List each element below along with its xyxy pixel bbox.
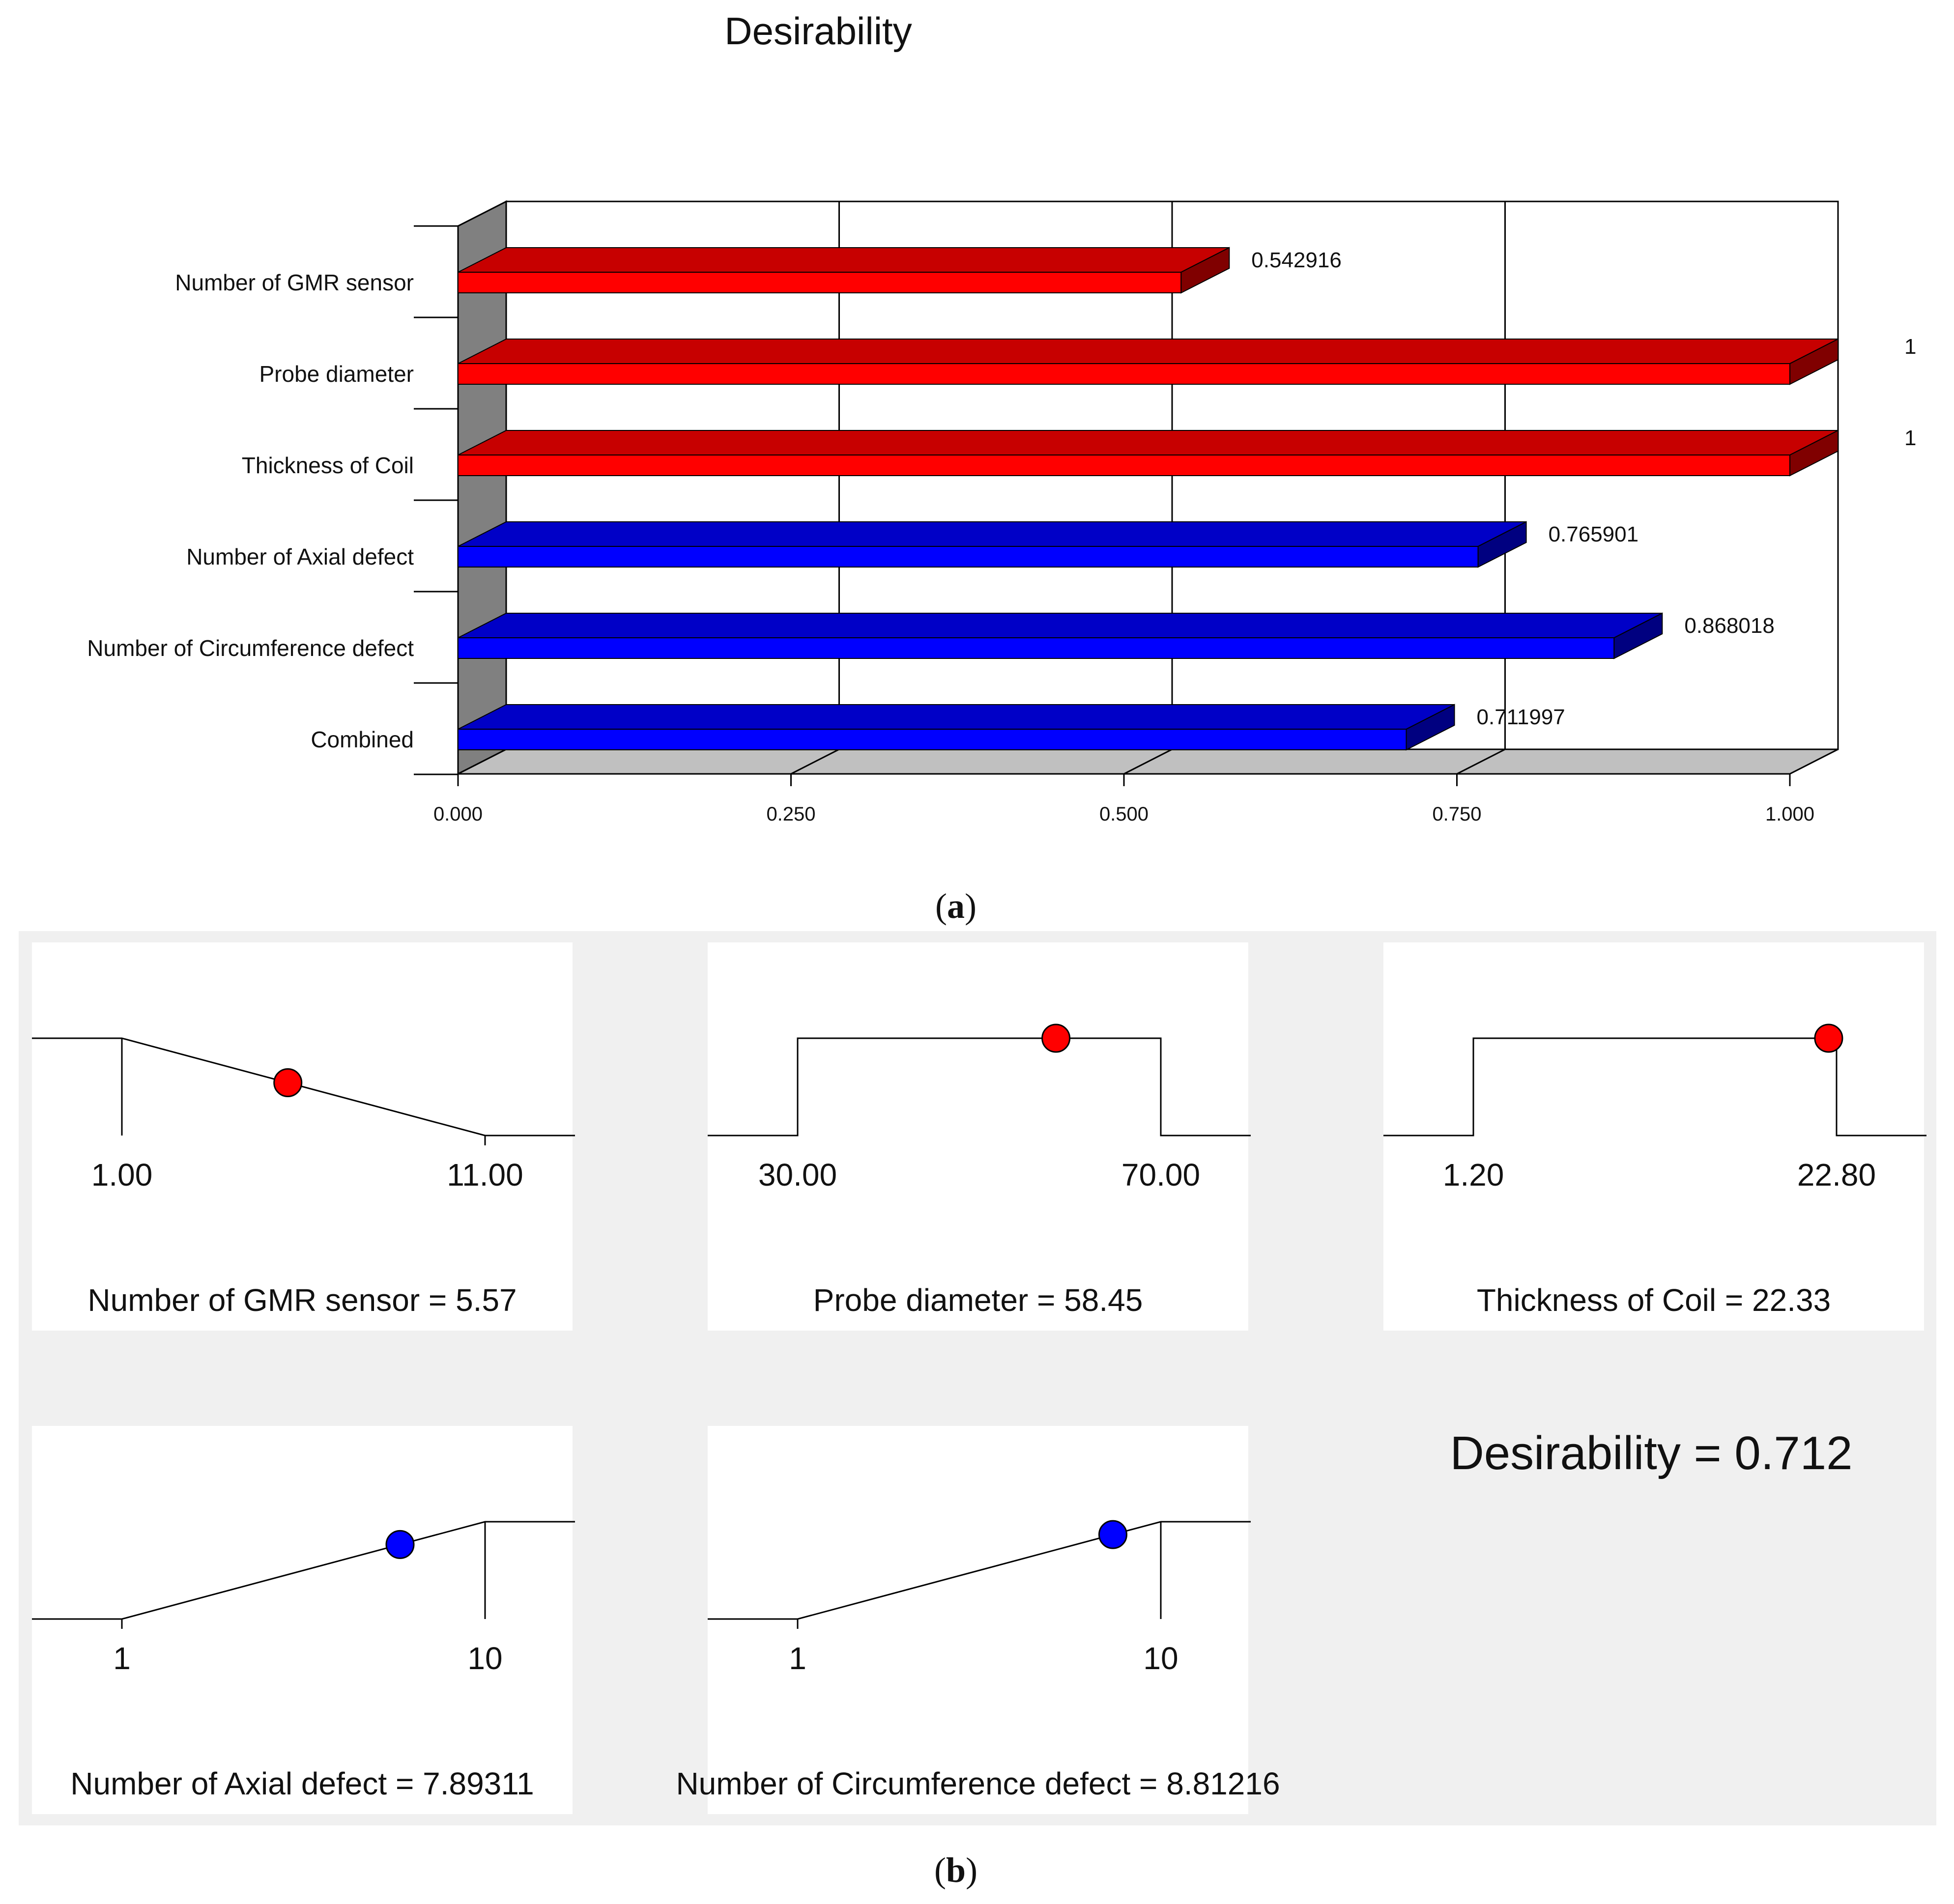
bar-top-face	[458, 613, 1663, 638]
bar-top-face	[458, 339, 1839, 364]
high-limit-label: 10	[467, 1641, 502, 1676]
bar-front-face	[458, 363, 1790, 385]
bar-front-face	[458, 729, 1407, 750]
bar-end-face	[1613, 612, 1663, 659]
bar-top-face	[458, 430, 1839, 455]
ramp-panel-box	[708, 1426, 1248, 1814]
optimum-point-dot	[1098, 1520, 1127, 1549]
floor-gridline	[1456, 748, 1506, 775]
desirability-ramp-line	[708, 1521, 1251, 1620]
category-label: Probe diameter	[259, 361, 414, 387]
bar-value-label: 0.711997	[1477, 705, 1565, 729]
panel-label: Number of Circumference defect = 8.81216	[676, 1766, 1280, 1801]
bar	[458, 338, 1839, 385]
category-label: Number of Circumference defect	[87, 635, 414, 661]
bar-value-label: 0.765901	[1549, 522, 1639, 546]
ramp-panel	[32, 1426, 575, 1814]
bar-top-face	[458, 521, 1527, 547]
optimum-point-dot	[273, 1068, 303, 1097]
bar	[458, 704, 1455, 751]
x-tick-label: 0.000	[433, 803, 483, 825]
bar-value-label: 0.868018	[1684, 614, 1775, 638]
caption-a: (a)	[935, 886, 977, 926]
bar-value-label: 1	[1904, 426, 1916, 450]
bar-value-label: 0.542916	[1251, 248, 1342, 272]
total-desirability-label: Desirability = 0.712	[1450, 1427, 1852, 1479]
optimum-point-dot	[1041, 1023, 1071, 1053]
caption-letter: b	[946, 1850, 966, 1890]
low-limit-label: 1	[113, 1641, 131, 1676]
chart-title: Desirability	[724, 9, 912, 53]
optimum-point-dot	[385, 1530, 415, 1559]
desirability-ramp-line	[32, 1521, 575, 1620]
bar-end-face	[1406, 704, 1455, 751]
bar	[458, 521, 1527, 568]
panel-label: Number of Axial defect = 7.89311	[70, 1766, 534, 1801]
bar-front-face	[458, 546, 1479, 568]
high-limit-label: 11.00	[447, 1157, 523, 1193]
ramp-panel	[1383, 942, 1926, 1331]
desirability-ramp-line	[1383, 1037, 1926, 1137]
panel-label: Number of GMR sensor = 5.57	[87, 1282, 517, 1318]
panel-label: Probe diameter = 58.45	[813, 1282, 1143, 1318]
bar-top-face	[458, 704, 1455, 730]
low-limit-label: 1.00	[91, 1157, 153, 1193]
optimum-point-dot	[1814, 1023, 1843, 1053]
bar-end-face	[1789, 338, 1839, 385]
bar-end-face	[1477, 521, 1527, 568]
x-tick-label: 0.750	[1432, 803, 1481, 825]
caption-b: (b)	[934, 1850, 977, 1890]
bar-front-face	[458, 455, 1790, 476]
category-axis-ticks	[414, 225, 458, 775]
high-limit-label: 70.00	[1121, 1157, 1200, 1193]
floor-gridline	[790, 748, 840, 775]
ramp-panel-box	[708, 942, 1248, 1331]
category-label: Combined	[311, 727, 414, 752]
x-tick-label: 0.500	[1099, 803, 1149, 825]
ramp-panel	[32, 942, 575, 1331]
desirability-ramp-line	[708, 1037, 1251, 1137]
bar-top-face	[458, 247, 1230, 273]
bar-front-face	[458, 637, 1615, 659]
high-limit-label: 22.80	[1797, 1157, 1876, 1193]
category-label: Number of Axial defect	[186, 544, 414, 569]
bar-end-face	[1789, 429, 1839, 477]
bar	[458, 612, 1663, 659]
ramp-panel	[708, 1426, 1251, 1814]
bar-front-face	[458, 272, 1182, 293]
panel-label: Thickness of Coil = 22.33	[1477, 1282, 1831, 1318]
floor-gridline	[1123, 748, 1173, 775]
ramp-panel	[708, 942, 1251, 1331]
x-tick-label: 0.250	[766, 803, 815, 825]
low-limit-label: 30.00	[758, 1157, 837, 1193]
x-tick-label: 1.000	[1765, 803, 1814, 825]
bars	[458, 247, 1839, 751]
bar-chart-a: Desirability Number of GMR sensor Probe …	[87, 9, 1916, 926]
category-label: Thickness of Coil	[242, 453, 414, 478]
desirability-ramp-line	[32, 1037, 575, 1137]
ramp-panel-box	[32, 942, 573, 1331]
category-label: Number of GMR sensor	[175, 270, 414, 295]
caption-letter: a	[947, 886, 965, 926]
bar-end-face	[1180, 247, 1230, 294]
ramp-panel-box	[32, 1426, 573, 1814]
low-limit-label: 1.20	[1443, 1157, 1504, 1193]
high-limit-label: 10	[1143, 1641, 1178, 1676]
ramp-panel-box	[1383, 942, 1924, 1331]
low-limit-label: 1	[789, 1641, 806, 1676]
ramp-panels-b: Number of GMR sensor = 5.57 Probe diamet…	[19, 931, 1936, 1890]
ramp-panels	[32, 942, 1926, 1814]
bar	[458, 247, 1230, 294]
bar	[458, 429, 1839, 477]
bar-value-label: 1	[1904, 335, 1916, 359]
